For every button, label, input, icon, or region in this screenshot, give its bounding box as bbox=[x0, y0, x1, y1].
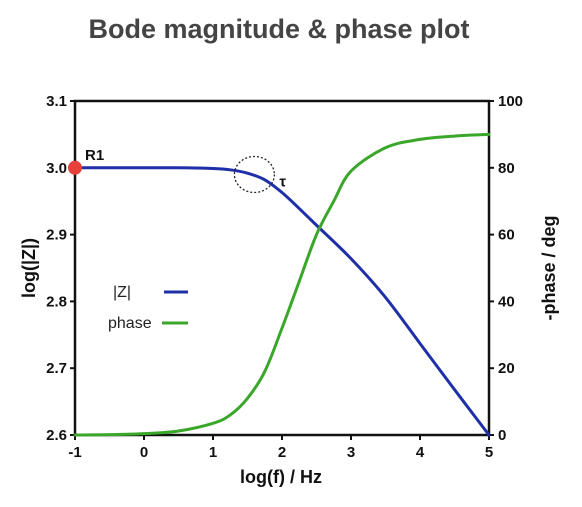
series-line-phase bbox=[73, 132, 491, 437]
y-right-tick-label: 0 bbox=[498, 427, 506, 444]
y-left-tick-label: 2.9 bbox=[46, 227, 67, 244]
x-tick-label: 2 bbox=[278, 444, 286, 461]
plot-border bbox=[73, 99, 491, 437]
y-right-axis-ticks: 100 80 60 40 20 0 bbox=[489, 93, 523, 444]
chart-title: Bode magnitude & phase plot bbox=[88, 14, 469, 44]
y-right-tick-label: 100 bbox=[498, 93, 523, 110]
y-right-tick-label: 60 bbox=[498, 227, 515, 244]
legend: |Z| phase bbox=[108, 284, 188, 332]
y-right-tick-label: 40 bbox=[498, 293, 515, 310]
annotations: R1 τ bbox=[68, 147, 286, 194]
y-right-tick-label: 80 bbox=[498, 160, 515, 177]
legend-label-z: |Z| bbox=[113, 284, 131, 301]
legend-label-phase: phase bbox=[108, 315, 152, 332]
y-left-tick-label: 2.6 bbox=[46, 427, 67, 444]
x-tick-label: 0 bbox=[140, 444, 148, 461]
tau-label: τ bbox=[279, 173, 286, 190]
x-tick-label: 1 bbox=[209, 444, 217, 461]
r1-marker bbox=[68, 160, 82, 175]
x-tick-label: -1 bbox=[68, 444, 81, 461]
y-left-tick-label: 3.0 bbox=[46, 160, 67, 177]
x-tick-label: 5 bbox=[485, 444, 493, 461]
y-left-axis-title: log(|Z|) bbox=[19, 238, 39, 298]
x-tick-label: 3 bbox=[347, 444, 355, 461]
y-left-tick-label: 2.7 bbox=[46, 360, 67, 377]
y-right-tick-label: 20 bbox=[498, 360, 515, 377]
x-axis-ticks: -1 0 1 2 3 4 5 bbox=[68, 435, 493, 461]
x-axis-title: log(f) / Hz bbox=[240, 467, 322, 487]
x-tick-label: 4 bbox=[416, 444, 425, 461]
y-left-axis-ticks: 3.1 3.0 2.9 2.8 2.7 2.6 bbox=[46, 93, 75, 444]
y-left-tick-label: 3.1 bbox=[46, 93, 67, 110]
y-left-tick-label: 2.8 bbox=[46, 293, 67, 310]
r1-label: R1 bbox=[85, 147, 104, 164]
series-lines bbox=[73, 132, 491, 437]
plot-frame bbox=[73, 99, 491, 437]
series-line-magnitude bbox=[73, 166, 491, 437]
y-right-axis-title: -phase / deg bbox=[539, 215, 559, 320]
tau-circle bbox=[233, 155, 276, 194]
